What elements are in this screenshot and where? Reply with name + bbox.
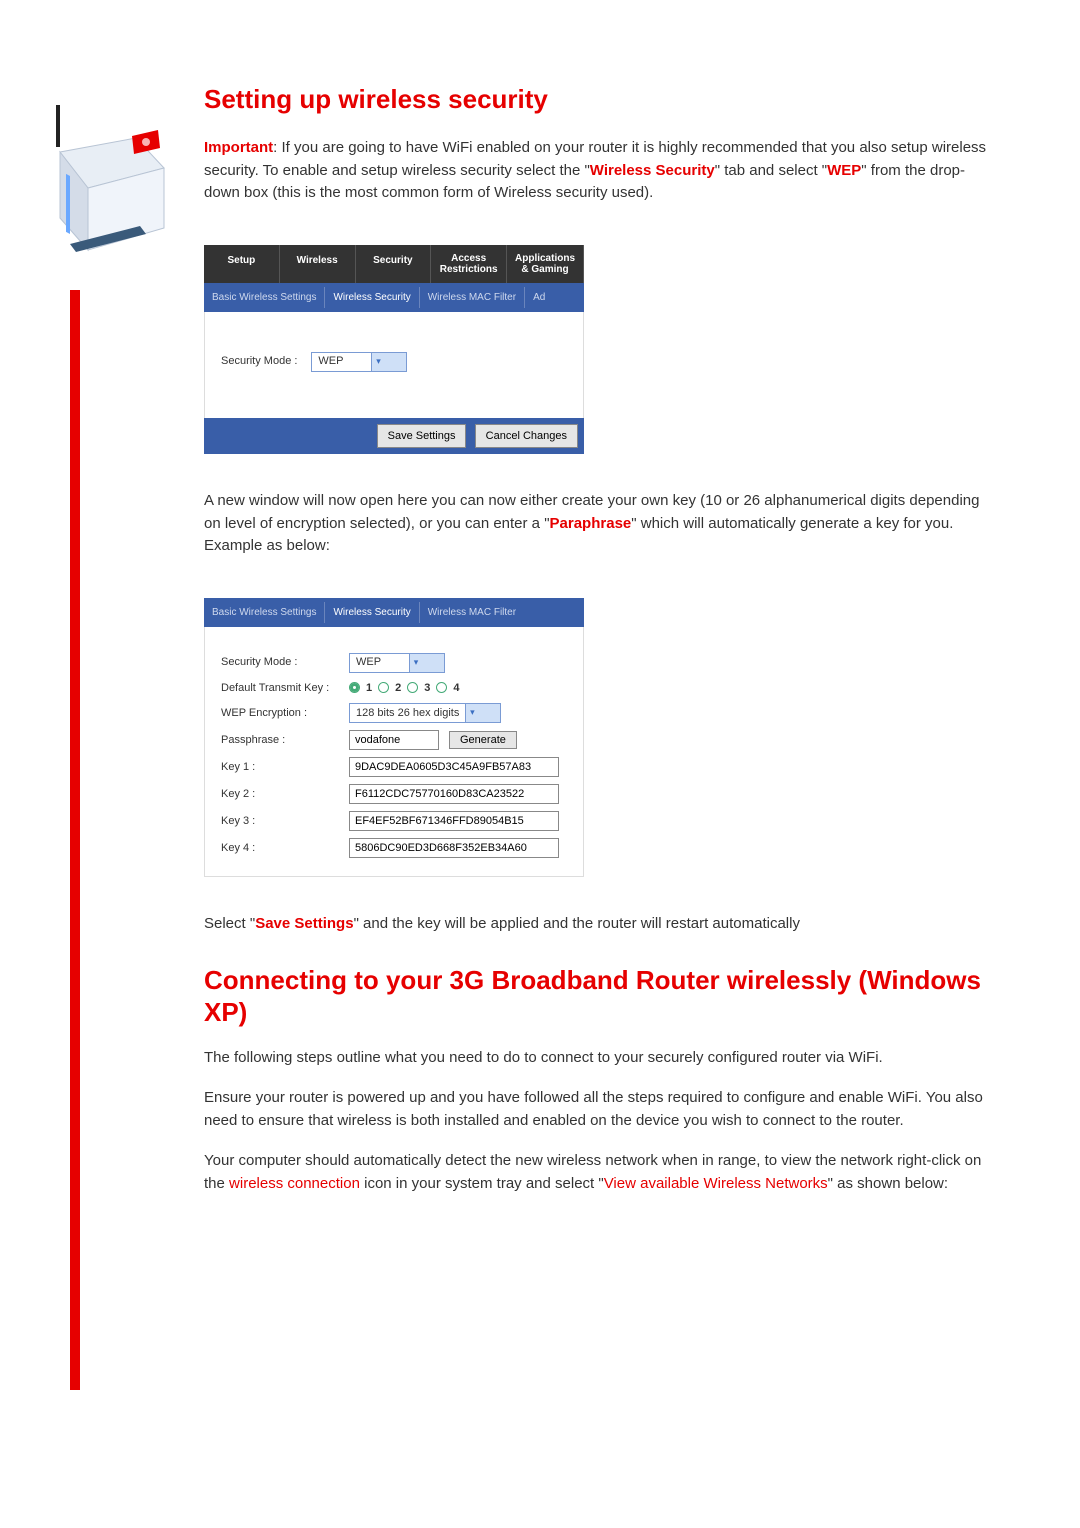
key3-input[interactable] <box>349 811 559 831</box>
main-tabs: Setup Wireless Security Access Restricti… <box>204 245 584 283</box>
radio-3[interactable] <box>407 682 418 693</box>
passphrase-input[interactable] <box>349 730 439 750</box>
subtab-mac-filter[interactable]: Wireless MAC Filter <box>420 287 525 308</box>
connecting-heading: Connecting to your 3G Broadband Router w… <box>204 964 1000 1029</box>
sub-tabs: Basic Wireless Settings Wireless Securit… <box>204 283 584 312</box>
radio-4[interactable] <box>436 682 447 693</box>
subtab-wireless-security[interactable]: Wireless Security <box>325 287 419 308</box>
wireless-security-highlight: Wireless Security <box>590 162 715 179</box>
wep-encryption-select[interactable]: 128 bits 26 hex digits ▾ <box>349 703 501 723</box>
router-illustration <box>40 100 170 260</box>
chevron-down-icon: ▾ <box>371 353 406 371</box>
paraphrase-paragraph: A new window will now open here you can … <box>204 490 1000 558</box>
tab-access-restrictions[interactable]: Access Restrictions <box>431 245 507 283</box>
tab-wireless[interactable]: Wireless <box>280 245 356 283</box>
save-settings-highlight: Save Settings <box>255 915 353 932</box>
default-transmit-key-label: Default Transmit Key : <box>221 680 339 697</box>
save-settings-paragraph: Select "Save Settings" and the key will … <box>204 913 1000 936</box>
tab-applications-gaming[interactable]: Applications & Gaming <box>507 245 584 283</box>
paraphrase-highlight: Paraphrase <box>550 515 632 532</box>
security-mode-select[interactable]: WEP ▾ <box>311 352 407 372</box>
connect-para-3: Your computer should automatically detec… <box>204 1150 1000 1195</box>
view-available-highlight: View available Wireless Networks <box>604 1175 828 1192</box>
key1-label: Key 1 : <box>221 759 339 776</box>
cancel-changes-button[interactable]: Cancel Changes <box>475 424 578 449</box>
wep-encryption-label: WEP Encryption : <box>221 705 339 722</box>
subtab-advanced[interactable]: Ad <box>525 287 553 308</box>
save-settings-button[interactable]: Save Settings <box>377 424 467 449</box>
key2-input[interactable] <box>349 784 559 804</box>
intro-paragraph: Important: If you are going to have WiFi… <box>204 137 1000 205</box>
key2-label: Key 2 : <box>221 786 339 803</box>
security-mode-select-2[interactable]: WEP ▾ <box>349 653 445 673</box>
key4-label: Key 4 : <box>221 840 339 857</box>
connect-para-1: The following steps outline what you nee… <box>204 1047 1000 1070</box>
chevron-down-icon: ▾ <box>409 654 444 672</box>
connect-para-2: Ensure your router is powered up and you… <box>204 1087 1000 1132</box>
radio-1[interactable] <box>349 682 360 693</box>
sub-tabs-2: Basic Wireless Settings Wireless Securit… <box>204 598 584 627</box>
wireless-connection-highlight: wireless connection <box>229 1175 360 1192</box>
key4-input[interactable] <box>349 838 559 858</box>
tab-setup[interactable]: Setup <box>204 245 280 283</box>
passphrase-label: Passphrase : <box>221 732 339 749</box>
key1-input[interactable] <box>349 757 559 777</box>
subtab2-basic-wireless[interactable]: Basic Wireless Settings <box>204 602 325 623</box>
security-mode-label: Security Mode : <box>221 353 297 370</box>
router-ui-screenshot-2: Basic Wireless Settings Wireless Securit… <box>204 598 584 878</box>
security-mode-label-2: Security Mode : <box>221 654 339 671</box>
page-heading: Setting up wireless security <box>204 80 1000 119</box>
tab-security[interactable]: Security <box>356 245 432 283</box>
subtab2-wireless-security[interactable]: Wireless Security <box>325 602 419 623</box>
router-ui-screenshot-1: Setup Wireless Security Access Restricti… <box>204 245 584 455</box>
chevron-down-icon: ▾ <box>465 704 500 722</box>
subtab2-mac-filter[interactable]: Wireless MAC Filter <box>420 602 524 623</box>
vertical-red-bar <box>70 290 80 1390</box>
subtab-basic-wireless[interactable]: Basic Wireless Settings <box>204 287 325 308</box>
important-label: Important <box>204 139 273 156</box>
default-transmit-key-radios: 1 2 3 4 <box>349 680 460 697</box>
key3-label: Key 3 : <box>221 813 339 830</box>
radio-2[interactable] <box>378 682 389 693</box>
wep-highlight: WEP <box>827 162 861 179</box>
generate-button[interactable]: Generate <box>449 731 517 749</box>
